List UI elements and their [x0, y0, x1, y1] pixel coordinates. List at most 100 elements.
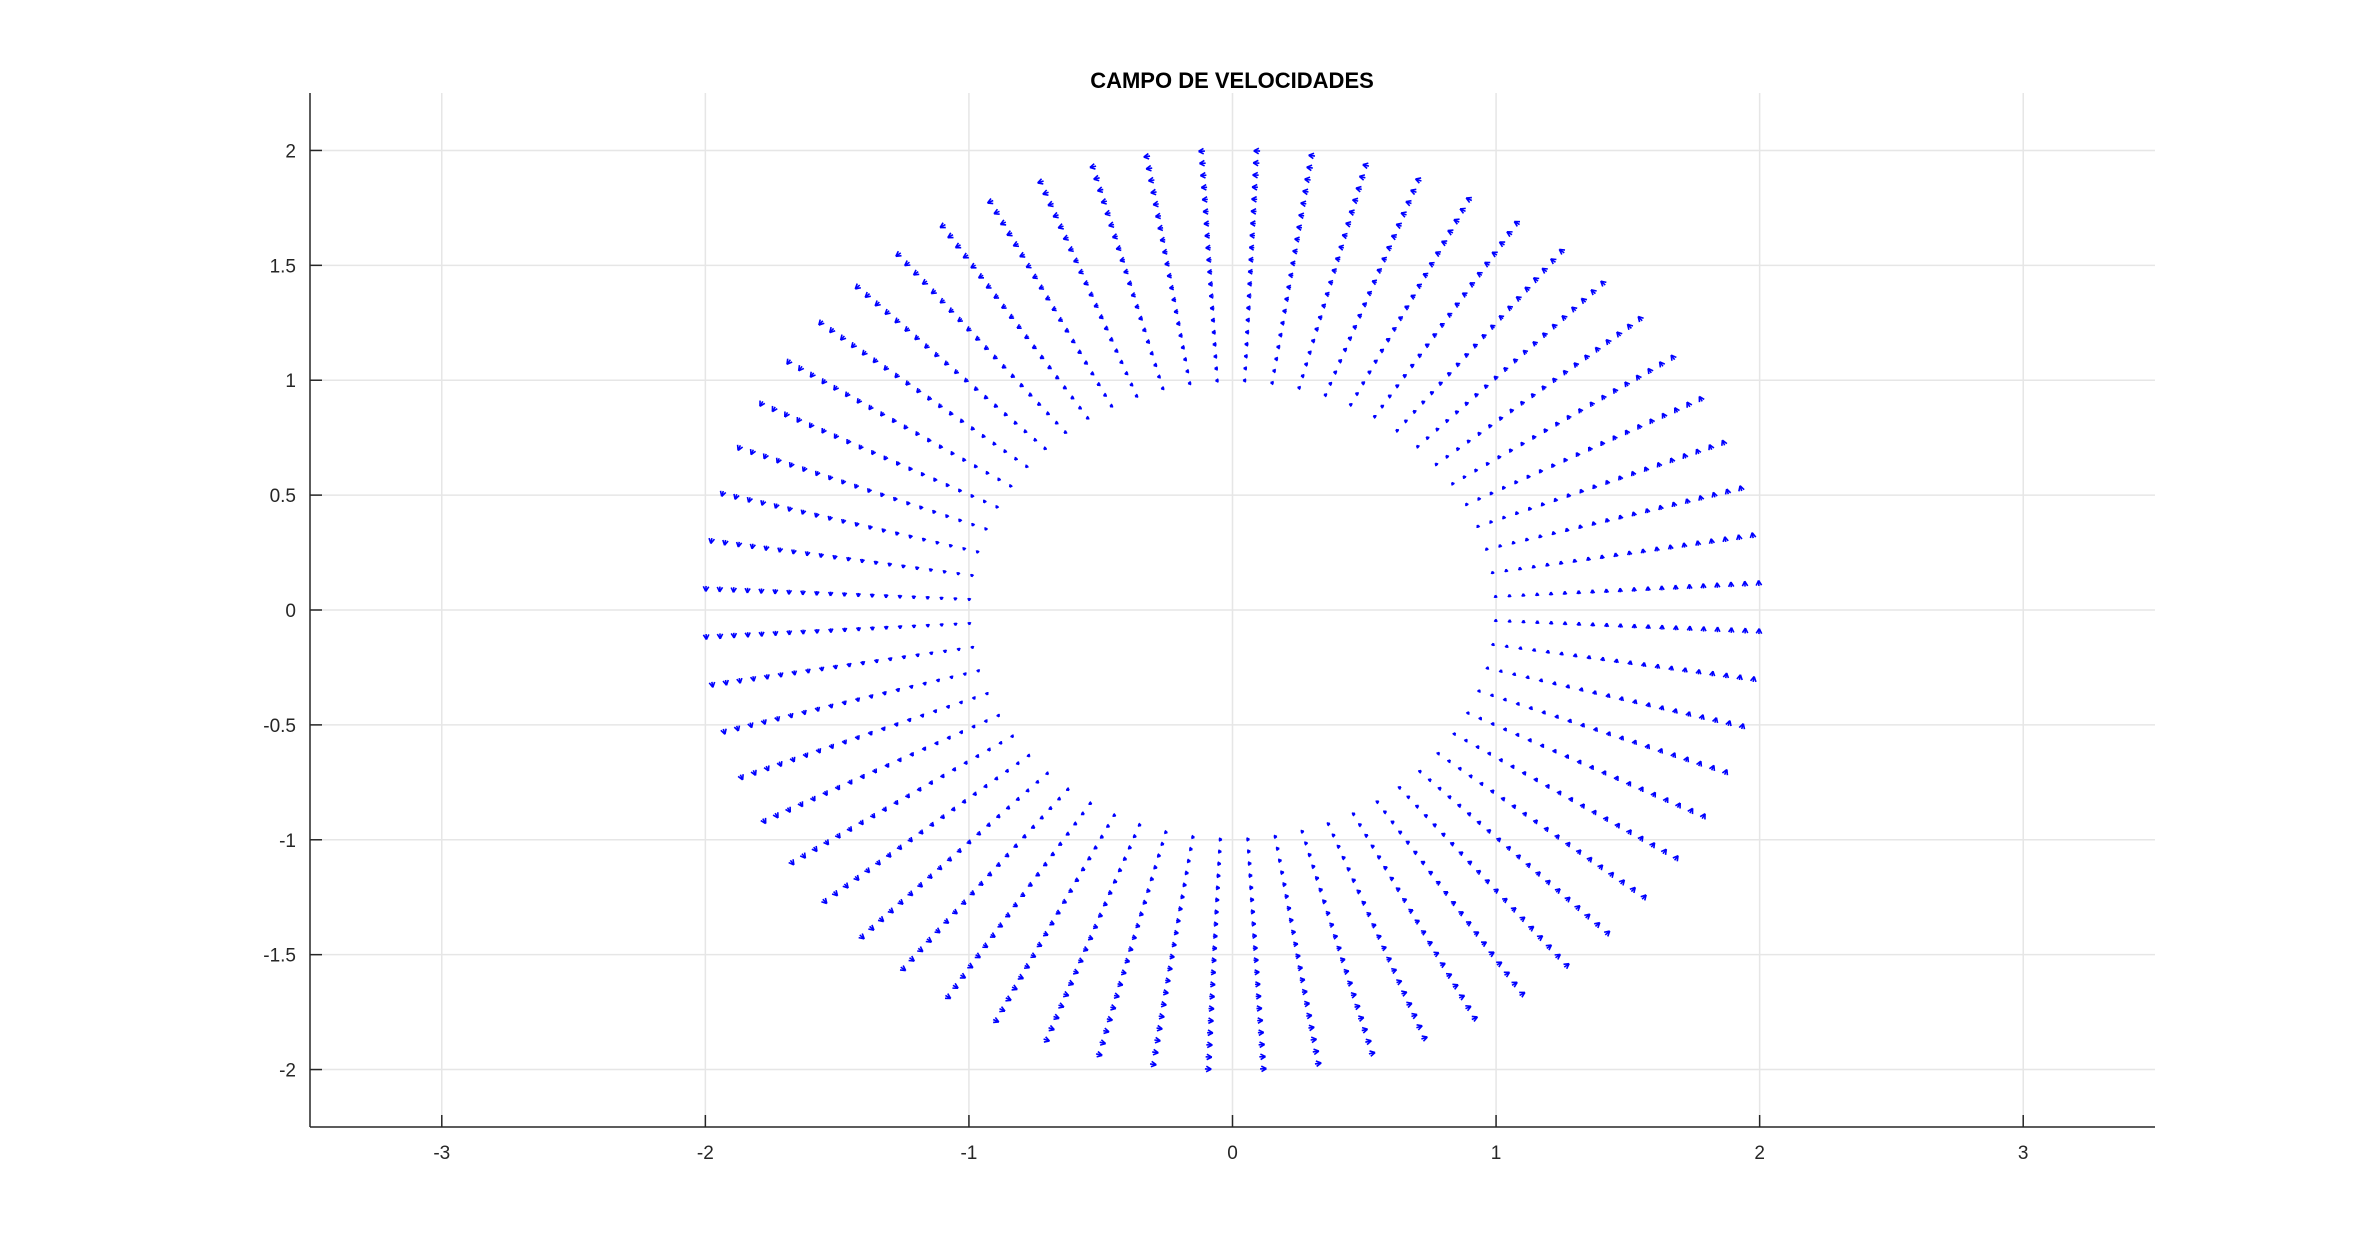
velocity-arrow: [915, 431, 921, 437]
velocity-arrow: [867, 488, 873, 494]
velocity-arrow: [854, 735, 860, 741]
arrow-head: [788, 507, 794, 512]
velocity-arrow: [1145, 164, 1153, 172]
velocity-arrow: [763, 674, 770, 680]
velocity-arrow: [1590, 289, 1597, 296]
velocity-arrow: [1721, 439, 1728, 446]
velocity-arrow: [841, 627, 848, 633]
velocity-arrow: [1367, 370, 1372, 375]
velocity-arrow: [1414, 177, 1422, 184]
arrow-head: [1444, 419, 1448, 424]
velocity-arrow: [880, 492, 885, 498]
arrow-head: [1493, 888, 1499, 891]
velocity-arrow: [962, 252, 969, 259]
velocity-arrow: [1243, 353, 1248, 359]
arrow-head: [894, 375, 900, 379]
arrow-head: [962, 459, 967, 463]
velocity-arrow: [1341, 232, 1348, 240]
velocity-arrow: [1749, 532, 1757, 539]
velocity-arrow: [958, 730, 964, 735]
velocity-arrow: [1386, 245, 1393, 252]
velocity-arrow: [775, 457, 782, 464]
arrow-head: [1397, 316, 1402, 322]
arrow-head: [1252, 174, 1258, 179]
arrow-head: [1542, 267, 1548, 270]
velocity-arrow: [1284, 296, 1290, 303]
arrow-head: [766, 674, 770, 680]
velocity-arrow: [1446, 371, 1452, 377]
arrow-head: [859, 446, 864, 450]
velocity-arrow: [921, 278, 929, 286]
velocity-arrow: [1594, 346, 1601, 353]
arrow-head: [854, 283, 858, 290]
arrow-head: [725, 679, 730, 686]
velocity-arrow: [1708, 538, 1716, 544]
arrow-head: [1372, 415, 1376, 419]
arrow-head: [1200, 174, 1206, 179]
arrow-head: [942, 814, 946, 819]
velocity-arrow: [796, 416, 803, 424]
velocity-arrow: [808, 422, 815, 429]
arrow-head: [919, 506, 924, 510]
velocity-arrow: [921, 746, 927, 752]
arrow-head: [954, 371, 960, 375]
arrow-head: [1357, 314, 1362, 319]
velocity-arrow: [719, 490, 727, 497]
arrow-head: [1590, 289, 1597, 292]
velocity-arrow: [1008, 484, 1013, 488]
velocity-arrow: [1669, 457, 1676, 464]
arrow-head: [905, 382, 911, 386]
arrow-head: [817, 706, 821, 712]
arrow-head: [1338, 246, 1344, 251]
arrow-head: [1545, 944, 1552, 947]
arrow-head: [903, 260, 908, 266]
velocity-arrow: [934, 741, 939, 746]
arrow-head: [1037, 182, 1044, 185]
velocity-arrow: [1498, 544, 1503, 548]
arrow-head: [855, 286, 862, 290]
arrow-head: [1381, 257, 1386, 263]
velocity-arrow: [883, 594, 889, 599]
velocity-arrow: [1152, 200, 1159, 208]
velocity-arrow: [1251, 195, 1258, 203]
velocity-arrow: [906, 717, 912, 723]
velocity-arrow: [1104, 209, 1111, 217]
arrow-head: [1302, 190, 1308, 196]
arrow-head: [1294, 238, 1300, 243]
velocity-arrow: [963, 760, 968, 766]
velocity-arrow: [716, 586, 724, 593]
arrow-head: [1612, 388, 1615, 394]
velocity-arrow: [1211, 329, 1216, 335]
velocity-arrow: [1143, 152, 1151, 160]
velocity-arrow: [1439, 322, 1445, 329]
arrow-head: [1253, 150, 1260, 155]
velocity-arrow: [811, 845, 818, 853]
velocity-arrow: [1298, 212, 1305, 220]
velocity-arrow: [949, 675, 954, 680]
velocity-arrow: [1553, 497, 1559, 503]
arrow-head: [1245, 319, 1250, 323]
arrow-head: [883, 456, 889, 461]
velocity-arrow: [1307, 350, 1312, 356]
velocity-arrow: [953, 622, 958, 626]
velocity-arrow: [1551, 463, 1556, 468]
arrow-head: [710, 538, 716, 545]
velocity-arrow: [1645, 586, 1651, 592]
velocity-arrow: [1561, 314, 1568, 322]
arrow-head: [1321, 304, 1326, 309]
arrow-head: [932, 510, 937, 515]
arrow-head: [818, 322, 825, 326]
velocity-arrow: [828, 743, 835, 750]
arrow-head: [960, 420, 965, 424]
arrow-head: [1352, 325, 1357, 331]
arrow-head: [996, 776, 999, 781]
velocity-arrow: [1613, 552, 1619, 558]
velocity-arrow: [827, 591, 834, 597]
velocity-arrow: [818, 553, 825, 559]
arrow-head: [1096, 186, 1103, 192]
arrow-head: [1684, 498, 1688, 504]
arrow-head: [1361, 303, 1367, 308]
arrow-head: [1242, 379, 1247, 383]
velocity-arrow: [1078, 268, 1084, 275]
velocity-arrow: [1043, 446, 1048, 451]
